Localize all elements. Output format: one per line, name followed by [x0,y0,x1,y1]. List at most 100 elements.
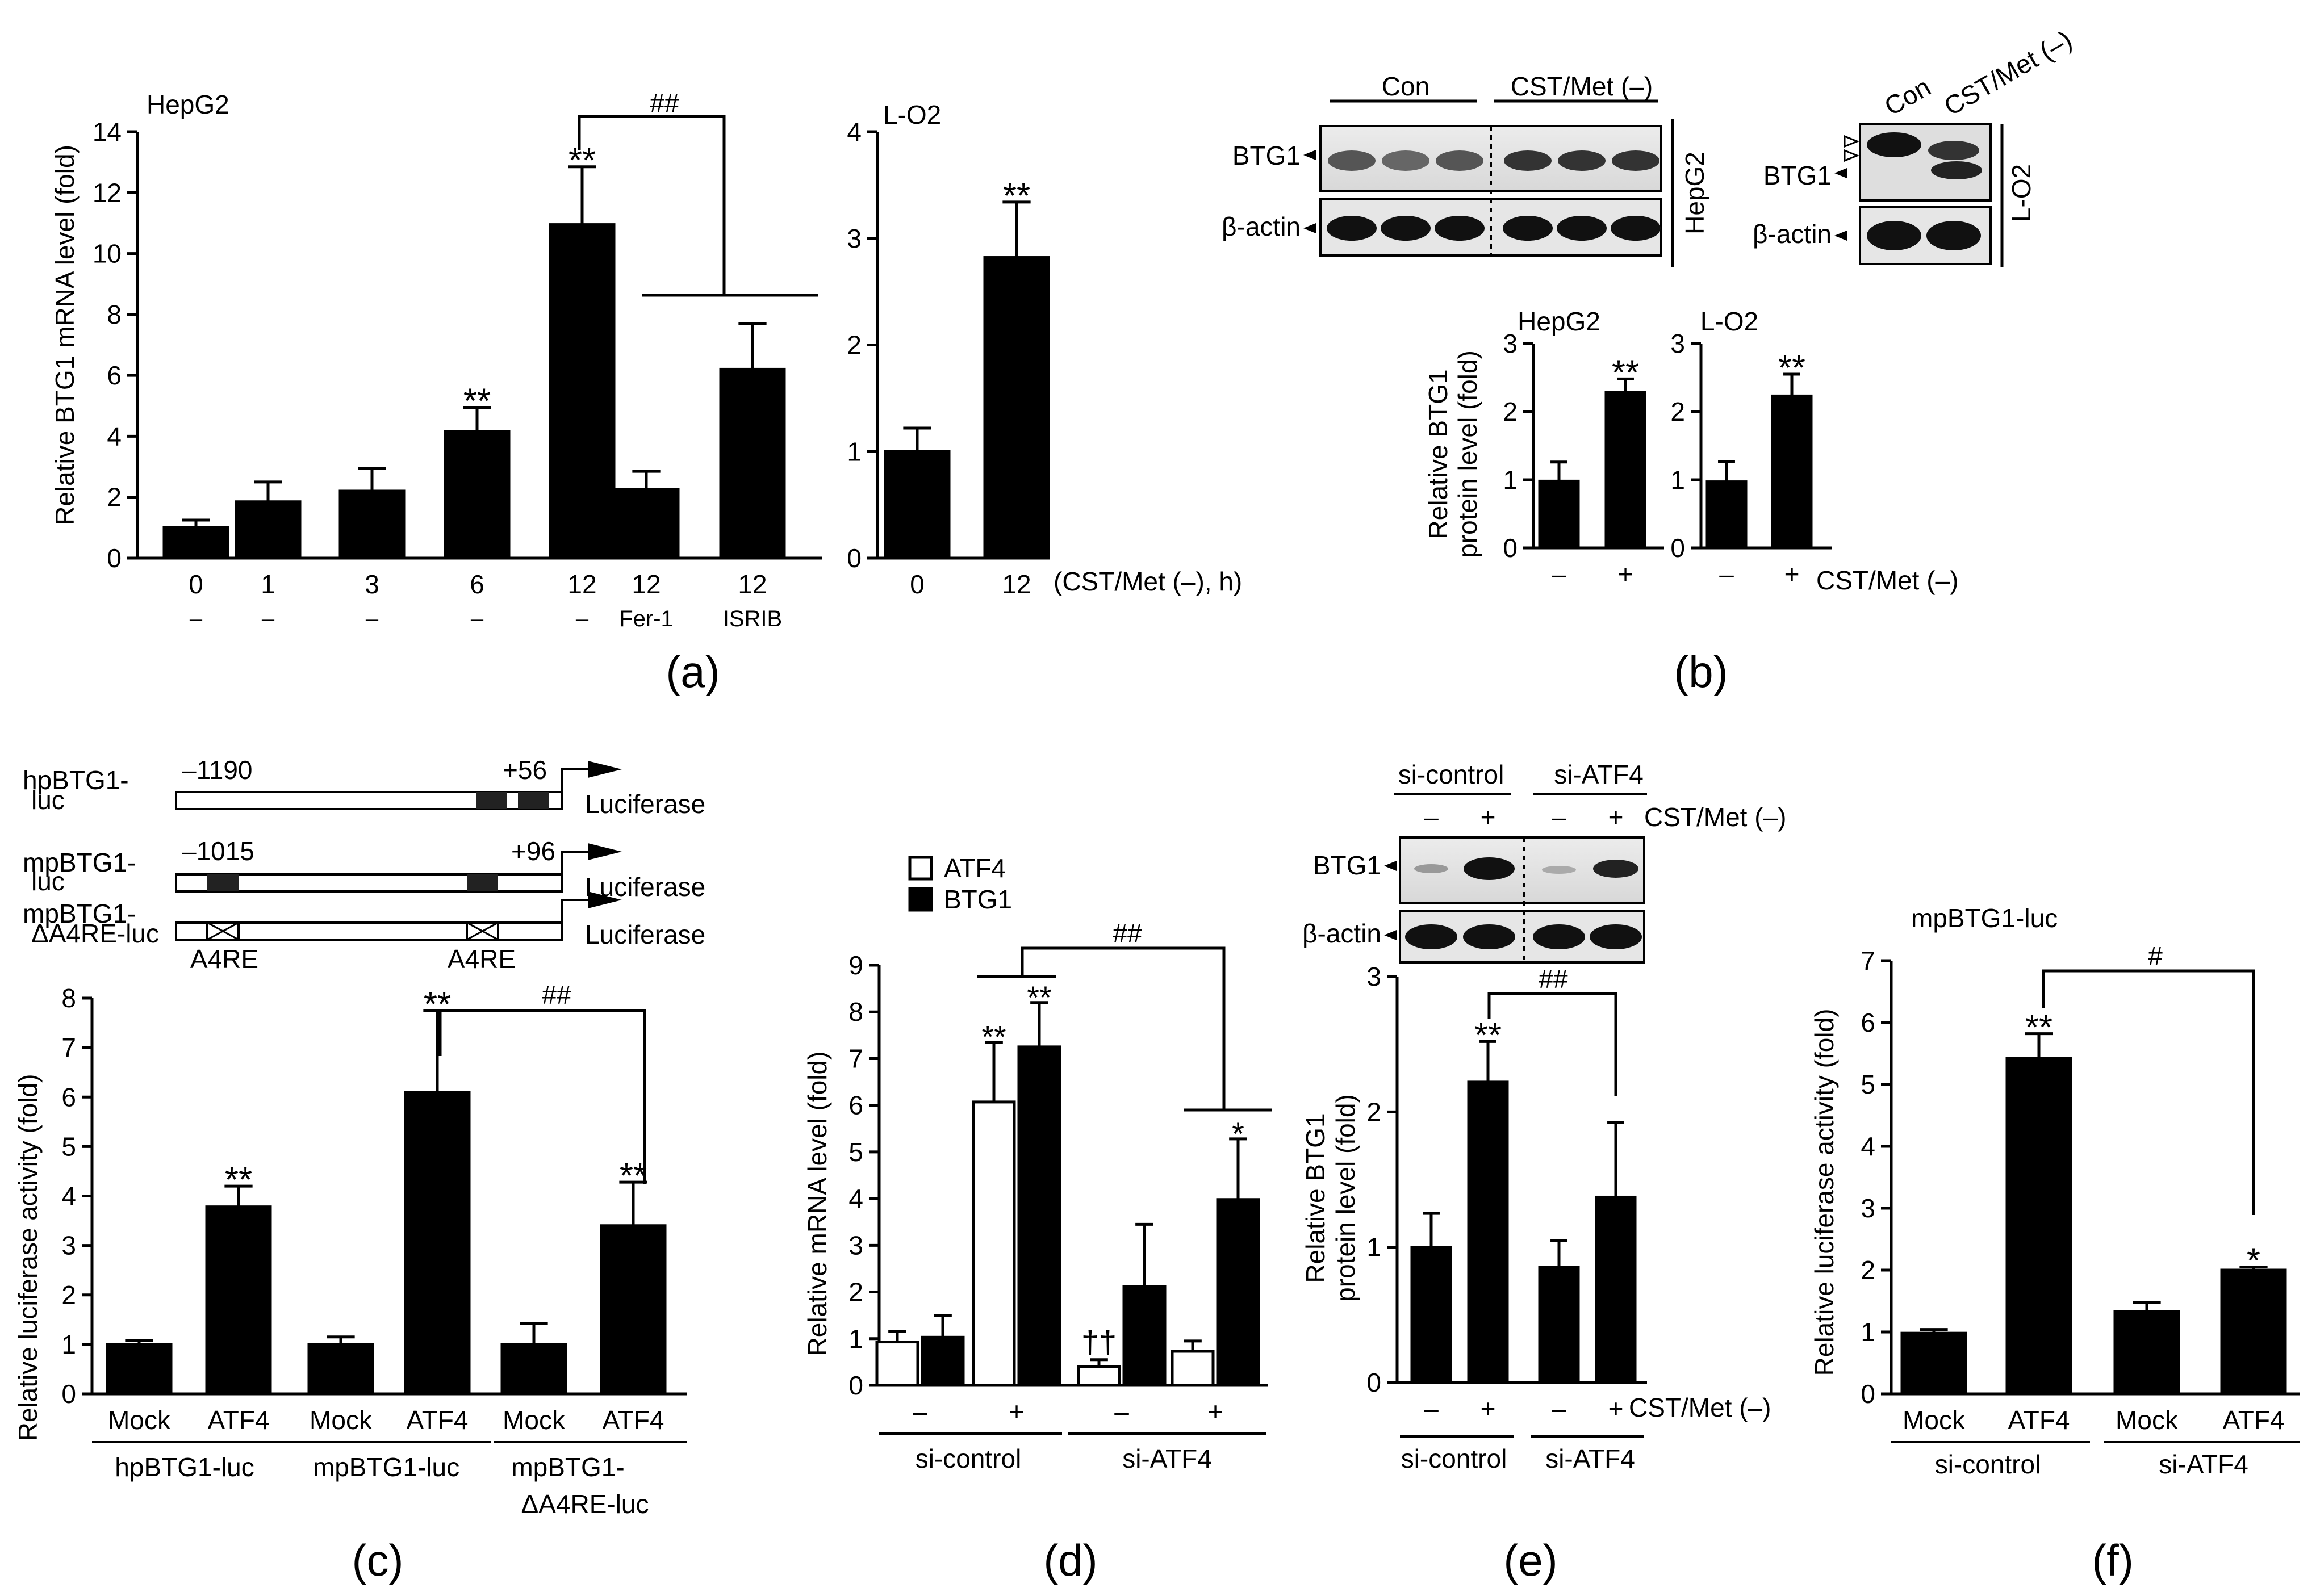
x-tick-label: 12 [1002,569,1031,599]
bar-f-0 [1900,1331,1967,1396]
construct-2-label-line1: mpBTG1- [23,848,136,877]
chart-b1-title: HepG2 [1518,307,1600,336]
bar-e-1 [1467,1080,1509,1384]
bar-c-2 [307,1343,374,1396]
bar-a1-3 [444,430,511,560]
bar-d-btg1-1-significance: ** [1027,979,1052,1015]
chart-f-ylabel: Relative luciferase activity (fold) [1809,1009,1839,1376]
blot-b2-group-con: Con [1879,72,1936,121]
construct-1-reporter: Luciferase [585,789,705,819]
y-tick-label: 2 [848,1277,863,1307]
y-tick-label: 0 [1861,1379,1875,1409]
chart-c-comparison-mark: ## [542,980,571,1009]
chart-f-comparison-bracket [2042,969,2255,1215]
construct-1-label-line1: hpBTG1- [23,765,129,795]
y-tick-label: 3 [61,1231,76,1260]
y-tick-label: 3 [1861,1193,1875,1223]
bar-f-1 [2005,1057,2072,1396]
chart-e-ylabel-line2: protein level (fold) [1331,1094,1360,1302]
blot-b2-row-actin: β-actin [1753,219,1832,249]
x-tick-label: ATF4 [2222,1405,2284,1435]
chart-c-ylabel: Relative luciferase activity (fold) [13,1074,43,1442]
bar-d-atf4-2 [1077,1365,1121,1387]
chart-a2-bars: ** [884,177,1050,560]
x-tick-label: Mock [503,1405,566,1435]
x-tick-label: 12 [567,569,596,599]
blot-band-btg1 [1504,150,1552,171]
x-sublabel: – [366,606,379,631]
construct-3-site-2: A4RE [448,944,516,974]
chart-b2-xunit: CST/Met (–) [1816,565,1958,595]
chart-c-group-3-line1: mpBTG1- [511,1452,624,1482]
bar-d-btg1-3 [1216,1198,1260,1387]
bar-d-btg1-3-significance: * [1232,1116,1244,1151]
bar-a1-1 [235,500,302,560]
y-tick-label: 0 [1503,533,1518,563]
construct-3-site-1: A4RE [190,944,258,974]
chart-e-comparison-bracket [1487,992,1617,1096]
blot-e-lane-4: + [1608,802,1624,832]
bar-a2-0 [884,450,951,560]
chart-d-group-2: si-ATF4 [1122,1444,1212,1473]
panel-label-b: (b) [1674,647,1728,697]
construct-1-start: –1190 [182,755,253,785]
panel-label-e: (e) [1503,1535,1557,1585]
chart-f-group-2: si-ATF4 [2159,1450,2248,1479]
x-tick-label: Mock [108,1405,171,1435]
y-tick-label: 7 [1861,946,1875,975]
bar-f-3 [2220,1268,2287,1396]
bar-e-1-significance: ** [1474,1016,1502,1055]
blot-band-btg1 [1558,150,1606,171]
blot-b2-row-btg1: BTG1 [1763,161,1832,190]
chart-d: ATF4 BTG1 Relative mRNA level (fold) 0 1 2… [802,853,1272,1473]
blot-b-row-btg1: BTG1 [1232,141,1301,170]
legend-label-btg1: BTG1 [944,885,1012,914]
legend-label-atf4: ATF4 [944,853,1006,883]
x-sublabel: – [190,606,203,631]
chart-e-group-1: si-control [1401,1444,1507,1473]
x-tick-label: 12 [632,569,661,599]
y-tick-label: 1 [61,1330,76,1359]
x-sublabel: ISRIB [723,606,782,631]
y-tick-label: 6 [1861,1008,1875,1037]
y-tick-label: 4 [61,1182,76,1211]
bar-f-1-significance: ** [2025,1008,2053,1048]
legend-swatch-atf4 [908,856,933,881]
bar-d-atf4-1 [972,1100,1016,1387]
blot-band-actin [1327,216,1377,241]
bar-d-btg1-2 [1122,1285,1167,1387]
chart-e-xunit: CST/Met (–) [1629,1393,1771,1422]
blot-band-actin [1557,216,1607,241]
bar-a1-5 [613,488,680,560]
y-tick-label: 9 [848,950,863,980]
x-tick-label: 0 [189,569,203,599]
bar-c-5 [600,1224,667,1396]
blot-band-btg1 [1612,150,1659,171]
chart-f-title: mpBTG1-luc [1911,903,2058,933]
bar-a1-4-significance: ** [568,141,596,181]
x-sublabel: – [262,606,275,631]
blot-band-btg1 [1328,150,1376,171]
blot-b2-btg1-band [1859,123,1992,202]
y-tick-label: 0 [848,1371,863,1400]
blot-band-actin [1381,216,1431,241]
y-tick-label: 0 [107,543,122,573]
x-tick-label: ATF4 [207,1405,269,1435]
bar-a1-2 [338,489,406,560]
y-tick-label: 2 [1861,1255,1875,1285]
blot-b-row-actin: β-actin [1222,212,1301,241]
x-tick-label: 12 [738,569,767,599]
x-tick-label: 1 [261,569,275,599]
blot-e-lane-1: – [1424,802,1439,832]
y-tick-label: 1 [847,437,862,466]
y-tick-label: 8 [107,300,122,329]
blot-e-treatment: CST/Met (–) [1644,802,1786,832]
blot-e-group-1: si-control [1398,760,1504,789]
bar-c-3 [404,1091,471,1396]
construct-2-end: +96 [511,836,555,866]
bar-c-1-significance: ** [225,1161,252,1200]
chart-b-lo2: L-O2 0 1 2 3 ** – + CST/Met (–) [1670,307,1958,595]
y-tick-label: 5 [61,1132,76,1161]
chart-f-group-1: si-control [1935,1450,2041,1479]
